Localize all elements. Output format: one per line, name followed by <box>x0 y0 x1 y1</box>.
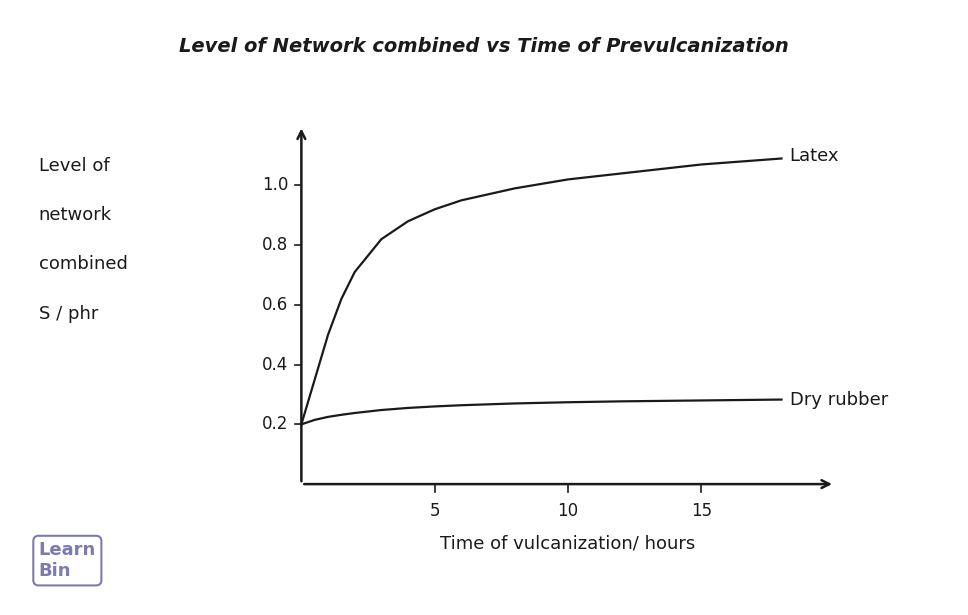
Text: combined: combined <box>39 255 128 274</box>
Text: Level of Network combined vs Time of Prevulcanization: Level of Network combined vs Time of Pre… <box>179 37 789 56</box>
Text: 0.6: 0.6 <box>261 296 288 314</box>
Text: Latex: Latex <box>790 146 839 164</box>
Text: 0.2: 0.2 <box>261 415 288 434</box>
Text: Level of: Level of <box>39 157 109 175</box>
Text: 10: 10 <box>558 502 579 520</box>
Text: 1.0: 1.0 <box>261 177 288 194</box>
Text: 0.4: 0.4 <box>261 355 288 373</box>
Text: 5: 5 <box>430 502 440 520</box>
Text: 15: 15 <box>691 502 712 520</box>
Text: Dry rubber: Dry rubber <box>790 391 888 408</box>
Text: S / phr: S / phr <box>39 304 98 323</box>
Text: network: network <box>39 206 112 224</box>
Text: Learn
Bin: Learn Bin <box>39 541 96 580</box>
Text: 0.8: 0.8 <box>261 236 288 254</box>
Text: Time of vulcanization/ hours: Time of vulcanization/ hours <box>440 535 696 553</box>
